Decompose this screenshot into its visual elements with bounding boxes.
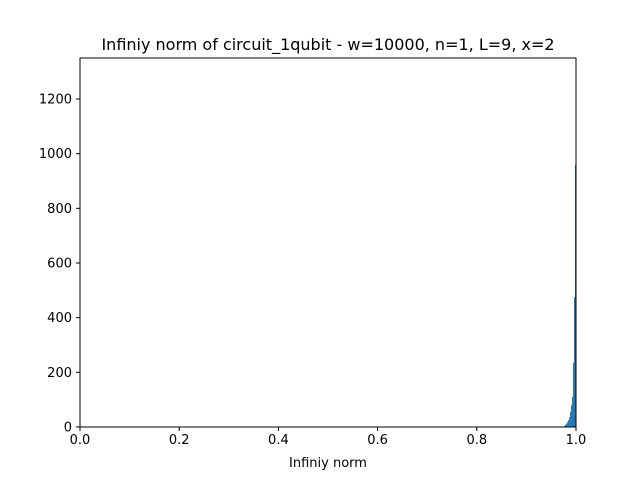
histogram-bars	[564, 164, 576, 427]
histogram-bar	[567, 422, 569, 427]
x-axis-ticks: 0.0 0.2 0.4 0.6 0.8 1.0	[70, 427, 587, 448]
x-tick-label: 0.4	[268, 433, 289, 448]
x-axis-label: Infiniy norm	[289, 456, 367, 471]
y-tick-label: 0	[64, 421, 72, 436]
histogram-bar	[570, 411, 572, 427]
histogram-bar	[573, 362, 575, 427]
histogram-bar	[568, 420, 570, 427]
plot-frame	[79, 57, 577, 428]
y-tick-label: 400	[47, 311, 72, 326]
chart-title: Infiniy norm of circuit_1qubit - w=10000…	[101, 35, 554, 55]
histogram-bar	[572, 396, 574, 427]
x-tick-label: 0.2	[169, 433, 190, 448]
histogram-bar	[565, 424, 567, 427]
histogram-bar	[569, 417, 571, 427]
x-tick-label: 1.0	[566, 433, 587, 448]
y-tick-label: 600	[47, 257, 72, 272]
histogram-bar	[571, 405, 573, 427]
y-axis-ticks: 0 200 400 600 800 1000 1200	[39, 93, 80, 436]
y-tick-label: 800	[47, 202, 72, 217]
y-tick-label: 1200	[39, 93, 72, 108]
y-tick-label: 1000	[39, 147, 72, 162]
histogram-bar	[566, 423, 568, 427]
histogram-bar	[564, 425, 566, 427]
x-tick-label: 0.0	[70, 433, 91, 448]
x-tick-label: 0.8	[466, 433, 487, 448]
x-tick-label: 0.6	[367, 433, 388, 448]
y-tick-label: 200	[47, 366, 72, 381]
histogram-bar	[574, 297, 576, 427]
